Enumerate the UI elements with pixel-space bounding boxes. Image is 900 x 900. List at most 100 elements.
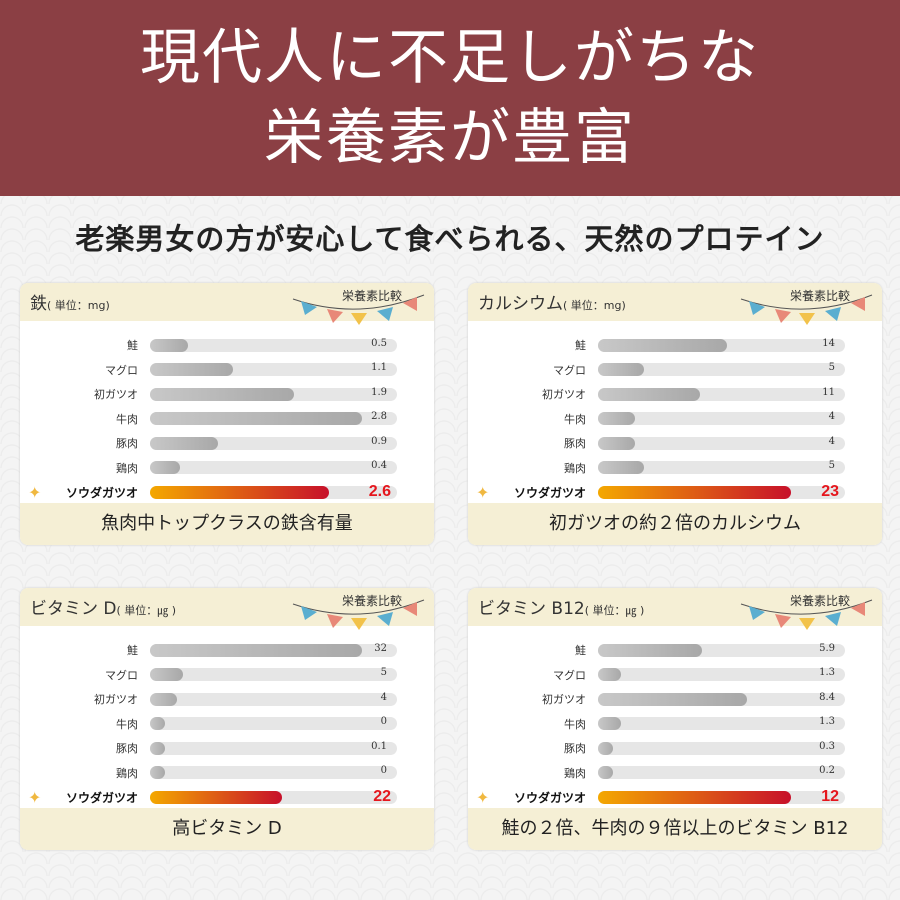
bar-track: 2.8 bbox=[150, 411, 397, 426]
bar-row: マグロ 5 bbox=[468, 358, 882, 383]
bar-row: 初ガツオ 1.9 bbox=[20, 382, 434, 407]
bar bbox=[598, 436, 636, 450]
category-label: 初ガツオ bbox=[542, 693, 586, 707]
bar-row: 鶏肉 0.4 bbox=[20, 456, 434, 481]
bar bbox=[150, 643, 363, 657]
bar-track: 22 bbox=[150, 787, 397, 805]
bar-row: 初ガツオ 4 bbox=[20, 687, 434, 712]
category-label: 豚肉 bbox=[116, 437, 138, 451]
bar-row: 牛肉 1.3 bbox=[468, 712, 882, 737]
bar-row: 豚肉 0.3 bbox=[468, 736, 882, 761]
value-label: 0.3 bbox=[819, 740, 835, 752]
banner-line-1: 現代人に不足しがちな bbox=[140, 23, 760, 93]
category-label: 牛肉 bbox=[564, 412, 586, 426]
category-label: 牛肉 bbox=[116, 412, 138, 426]
bar-track: 5 bbox=[598, 460, 845, 475]
chart-panel: カルシウム( 単位：mg) 栄養素比較 鮭 14 マグロ 5 初ガツオ bbox=[468, 283, 882, 545]
bar-track: 0.5 bbox=[150, 338, 397, 352]
bar-track: 0.9 bbox=[150, 436, 397, 450]
bar bbox=[598, 387, 700, 401]
chart-unit: ( 単位：㎍ ) bbox=[584, 604, 645, 617]
bar bbox=[598, 338, 728, 352]
chart-header: ビタミン D( 単位：㎍ ) 栄養素比較 bbox=[20, 588, 434, 630]
category-label: 鶏肉 bbox=[564, 461, 586, 475]
bar-track: 1.3 bbox=[598, 716, 845, 731]
bar-track: 0 bbox=[150, 716, 397, 731]
category-label: ソウダガツオ bbox=[65, 790, 138, 805]
bar bbox=[150, 363, 234, 377]
value-label: 1.1 bbox=[371, 362, 387, 374]
value-label: 4 bbox=[828, 435, 835, 447]
sparkle-icon: ✦ bbox=[476, 482, 490, 502]
category-label: 豚肉 bbox=[564, 437, 586, 451]
bar bbox=[150, 338, 189, 352]
bar-track: 4 bbox=[150, 692, 397, 706]
bar bbox=[150, 485, 329, 499]
category-label: 初ガツオ bbox=[94, 693, 138, 707]
bar bbox=[150, 436, 219, 450]
bar bbox=[598, 717, 621, 731]
category-label: 鶏肉 bbox=[116, 461, 138, 475]
sparkle-icon: ✦ bbox=[476, 787, 490, 807]
bar-track: 23 bbox=[598, 483, 845, 500]
chart-caption: 初ガツオの約２倍のカルシウム bbox=[468, 503, 882, 545]
category-label: 鶏肉 bbox=[564, 766, 586, 780]
subtitle: 老楽男女の方が安心して食べられる、天然のプロテイン bbox=[75, 222, 825, 256]
value-label: 2.8 bbox=[371, 411, 387, 423]
comparison-badge: 栄養素比較 bbox=[341, 289, 402, 303]
bar-row: 豚肉 4 bbox=[468, 431, 882, 456]
bar-row: マグロ 1.3 bbox=[468, 663, 882, 688]
bar bbox=[150, 741, 165, 755]
category-label: 鮭 bbox=[127, 339, 138, 353]
bar bbox=[598, 766, 613, 780]
category-label: ソウダガツオ bbox=[65, 485, 138, 500]
bar-row: 鮭 0.5 bbox=[20, 333, 434, 358]
bar-track: 32 bbox=[150, 643, 397, 657]
bar-track: 0.1 bbox=[150, 741, 397, 755]
value-label: 0.2 bbox=[819, 765, 835, 777]
header-banner: 現代人に不足しがちな 栄養素が豊富 bbox=[0, 0, 900, 196]
bar bbox=[150, 692, 177, 706]
bar-row: ✦ ソウダガツオ 23 bbox=[468, 480, 882, 505]
value-label: 5 bbox=[380, 667, 387, 679]
bar bbox=[598, 643, 703, 657]
bar bbox=[150, 668, 184, 682]
bar-row: 鮭 14 bbox=[468, 333, 882, 358]
bar bbox=[598, 790, 791, 804]
bar-row: ✦ ソウダガツオ 2.6 bbox=[20, 480, 434, 505]
bar bbox=[150, 766, 165, 780]
bar bbox=[150, 387, 295, 401]
bar-row: マグロ 5 bbox=[20, 663, 434, 688]
bar-track: 0.4 bbox=[150, 460, 397, 475]
comparison-badge: 栄養素比較 bbox=[341, 594, 402, 608]
category-label: マグロ bbox=[105, 363, 138, 377]
category-label: 鮭 bbox=[127, 644, 138, 658]
bar-row: 牛肉 4 bbox=[468, 407, 882, 432]
value-label: 5.9 bbox=[819, 642, 835, 654]
bar-row: 鶏肉 5 bbox=[468, 456, 882, 481]
banner-line-2: 栄養素が豊富 bbox=[264, 103, 636, 173]
bar-row: 鶏肉 0.2 bbox=[468, 761, 882, 786]
value-label: 22 bbox=[373, 787, 391, 805]
bar-row: ✦ ソウダガツオ 22 bbox=[20, 785, 434, 810]
bar bbox=[598, 485, 791, 499]
category-label: マグロ bbox=[553, 363, 586, 377]
value-label: 1.3 bbox=[819, 716, 835, 728]
value-label: 11 bbox=[822, 386, 835, 398]
category-label: ソウダガツオ bbox=[513, 485, 586, 500]
value-label: 0.4 bbox=[371, 460, 387, 472]
category-label: 初ガツオ bbox=[94, 388, 138, 402]
value-label: 1.9 bbox=[371, 386, 387, 398]
value-label: 1.3 bbox=[819, 667, 835, 679]
bar-row: 牛肉 0 bbox=[20, 712, 434, 737]
chart-unit: ( 単位：mg) bbox=[47, 299, 110, 312]
value-label: 14 bbox=[822, 337, 835, 349]
bar-track: 0.3 bbox=[598, 740, 845, 755]
bar-track: 2.6 bbox=[150, 483, 397, 500]
bar-row: 鮭 5.9 bbox=[468, 638, 882, 663]
category-label: マグロ bbox=[553, 668, 586, 682]
bar-track: 1.1 bbox=[150, 362, 397, 377]
bar-track: 8.4 bbox=[598, 692, 845, 706]
bar bbox=[598, 363, 645, 377]
comparison-badge: 栄養素比較 bbox=[789, 594, 850, 608]
